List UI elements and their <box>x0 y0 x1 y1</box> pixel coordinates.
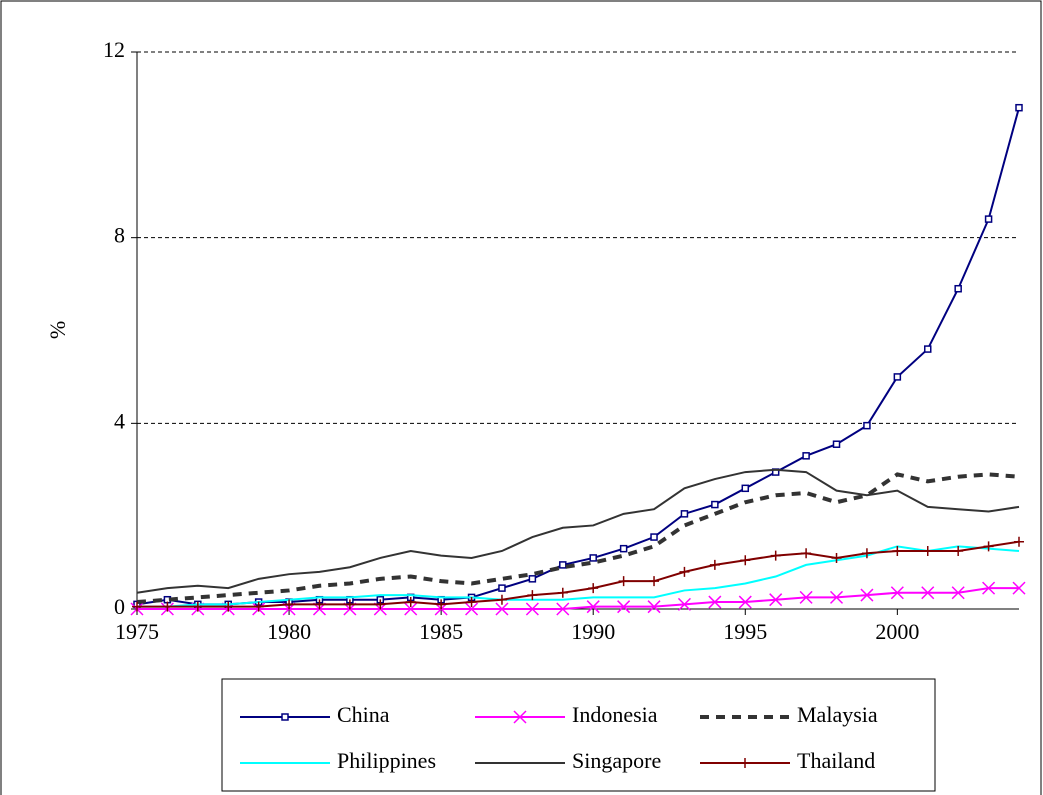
x-tick-label: 1990 <box>571 619 615 644</box>
marker <box>589 554 597 562</box>
marker <box>223 601 234 612</box>
marker <box>375 599 386 610</box>
marker <box>405 597 416 608</box>
x-tick-label: 1985 <box>419 619 463 644</box>
marker <box>770 550 781 561</box>
marker <box>618 576 629 587</box>
marker <box>983 541 994 552</box>
legend-box <box>221 678 936 792</box>
marker <box>832 440 841 448</box>
marker <box>890 586 904 600</box>
marker <box>708 595 722 609</box>
marker <box>1014 536 1024 547</box>
legend-label: China <box>337 702 390 727</box>
marker <box>829 590 844 604</box>
marker <box>740 758 750 768</box>
marker <box>162 601 173 612</box>
series-line <box>136 468 1020 594</box>
marker <box>466 597 477 608</box>
marker <box>1012 581 1026 595</box>
marker <box>709 559 720 570</box>
marker <box>951 586 965 600</box>
x-tick-label: 1980 <box>267 619 311 644</box>
marker <box>465 602 479 616</box>
marker <box>588 583 599 594</box>
marker <box>132 601 142 612</box>
x-tick-label: 1975 <box>115 619 159 644</box>
marker <box>650 533 658 541</box>
marker <box>528 575 537 583</box>
marker <box>253 601 264 612</box>
marker <box>677 597 691 611</box>
marker <box>741 484 750 493</box>
marker <box>559 561 567 569</box>
marker <box>861 548 872 559</box>
marker <box>769 593 783 607</box>
marker <box>404 602 418 616</box>
marker <box>495 602 509 616</box>
legend-label: Thailand <box>797 748 875 773</box>
marker <box>922 545 933 556</box>
marker <box>513 710 527 724</box>
marker <box>680 510 689 518</box>
marker <box>802 452 810 460</box>
marker <box>619 544 628 553</box>
y-tick-label: 0 <box>114 594 125 619</box>
legend-label: Singapore <box>572 748 661 773</box>
legend-label: Indonesia <box>572 702 658 727</box>
legend-label: Malaysia <box>797 702 878 727</box>
marker <box>860 588 874 602</box>
marker <box>314 599 325 610</box>
marker <box>1015 103 1023 112</box>
marker <box>740 555 751 566</box>
series-line <box>137 540 1020 608</box>
marker <box>436 599 447 610</box>
y-tick-label: 8 <box>114 223 125 248</box>
series-line <box>137 545 1020 608</box>
marker <box>527 590 538 601</box>
marker <box>647 600 661 614</box>
marker <box>893 373 902 381</box>
marker <box>586 600 600 614</box>
series-line <box>137 587 1019 610</box>
series-line <box>136 472 1020 605</box>
marker <box>556 602 570 616</box>
marker <box>954 284 962 293</box>
marker <box>799 590 813 604</box>
marker <box>921 586 935 600</box>
marker <box>525 602 539 616</box>
marker <box>498 584 506 592</box>
y-tick-label: 12 <box>103 37 125 62</box>
marker <box>924 345 932 353</box>
marker <box>284 599 295 610</box>
marker <box>984 215 993 223</box>
marker <box>281 713 289 721</box>
marker <box>738 595 752 609</box>
x-tick-label: 2000 <box>875 619 919 644</box>
marker <box>863 421 871 430</box>
marker <box>617 600 631 614</box>
marker <box>649 576 660 587</box>
marker <box>679 566 690 577</box>
legend-label: Philippines <box>337 748 436 773</box>
marker <box>344 599 355 610</box>
marker <box>496 594 507 605</box>
marker <box>982 581 996 595</box>
marker <box>192 601 203 612</box>
marker <box>801 548 812 559</box>
marker <box>557 587 568 598</box>
y-axis-label: % <box>45 321 70 339</box>
marker <box>831 552 842 563</box>
y-tick-label: 4 <box>114 408 125 433</box>
marker <box>953 545 964 556</box>
x-tick-label: 1995 <box>723 619 767 644</box>
marker <box>711 500 719 509</box>
marker <box>892 545 903 556</box>
series-line <box>136 107 1020 606</box>
